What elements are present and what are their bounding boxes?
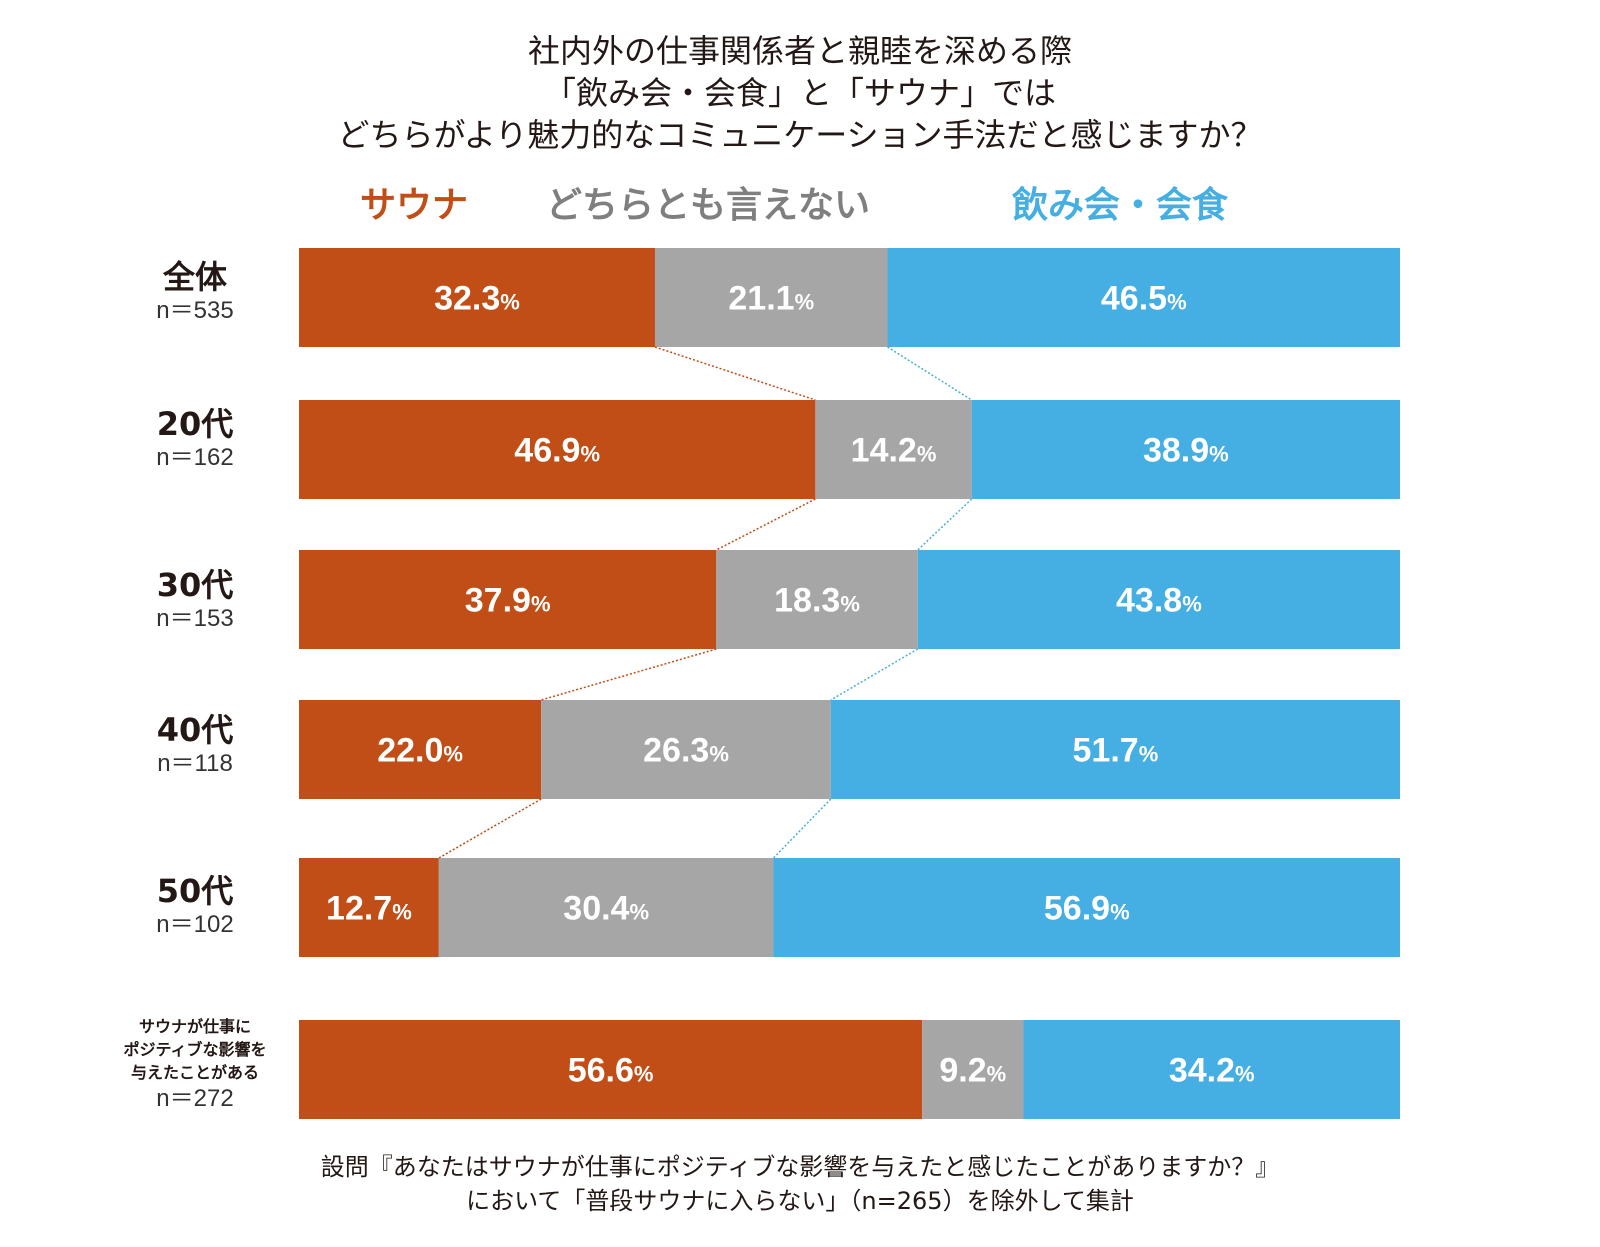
row-label-positive-impact: サウナが仕事に ポジティブな影響を 与えたことがある n＝272 bbox=[95, 1015, 295, 1114]
connector-line-all-drinking bbox=[887, 346, 973, 401]
bar-segment-positive-impact-drinking bbox=[1023, 1020, 1400, 1119]
row-label-20s: 20代 n＝162 bbox=[95, 405, 295, 473]
bar-segment-all-neutral bbox=[654, 248, 888, 347]
data-label-30s-neutral: 18.3% bbox=[774, 582, 860, 620]
legend-sauna: サウナ bbox=[360, 185, 469, 226]
data-label-20s-neutral: 14.2% bbox=[851, 432, 937, 470]
data-label-50s-sauna: 12.7% bbox=[326, 890, 412, 928]
bar-segment-all-drinking bbox=[887, 248, 1400, 347]
connector-line-20s-drinking bbox=[917, 498, 973, 551]
bar-segment-20s-neutral bbox=[815, 400, 972, 499]
row-label-all: 全体 n＝535 bbox=[95, 258, 295, 326]
data-label-positive-impact-neutral: 9.2% bbox=[939, 1052, 1006, 1090]
data-label-40s-neutral: 26.3% bbox=[643, 732, 729, 770]
chart-title: 社内外の仕事関係者と親睦を深める際 「飲み会・会食」と「サウナ」では どちらがよ… bbox=[0, 30, 1600, 156]
connector-line-30s-drinking bbox=[830, 648, 919, 701]
bar-segment-30s-sauna bbox=[299, 550, 717, 649]
row-name-line: ポジティブな影響を bbox=[123, 1040, 267, 1059]
row-sample-size: n＝535 bbox=[156, 297, 234, 324]
data-label-30s-sauna: 37.9% bbox=[465, 582, 551, 620]
data-label-all-sauna: 32.3% bbox=[434, 280, 520, 318]
title-line-3: どちらがより魅力的なコミュニケーション手法だと感じますか？ bbox=[337, 116, 1263, 154]
row-name-line: 与えたことがある bbox=[130, 1063, 259, 1082]
bar-segment-50s-sauna bbox=[299, 858, 439, 957]
bar-segment-40s-drinking bbox=[830, 700, 1400, 799]
data-label-50s-drinking: 56.9% bbox=[1044, 890, 1130, 928]
data-label-40s-drinking: 51.7% bbox=[1073, 732, 1159, 770]
data-label-positive-impact-sauna: 56.6% bbox=[568, 1052, 654, 1090]
row-sample-size: n＝272 bbox=[156, 1085, 234, 1112]
row-label-30s: 30代 n＝153 bbox=[95, 566, 295, 634]
row-sample-size: n＝118 bbox=[157, 750, 233, 777]
row-name: 全体 bbox=[162, 258, 227, 296]
bar-segment-40s-sauna bbox=[299, 700, 542, 799]
data-label-20s-drinking: 38.9% bbox=[1143, 432, 1229, 470]
bar-segment-positive-impact-sauna bbox=[299, 1020, 923, 1119]
bar-segment-positive-impact-neutral bbox=[922, 1020, 1024, 1119]
data-label-50s-neutral: 30.4% bbox=[563, 890, 649, 928]
data-label-all-drinking: 46.5% bbox=[1101, 280, 1187, 318]
bar-segment-all-sauna bbox=[299, 248, 655, 347]
row-name: 50代 bbox=[156, 872, 234, 910]
row-name-line: サウナが仕事に bbox=[138, 1017, 251, 1036]
row-label-50s: 50代 n＝102 bbox=[95, 872, 295, 940]
row-label-40s: 40代 n＝118 bbox=[95, 711, 295, 779]
row-name: 20代 bbox=[156, 405, 234, 443]
title-line-1: 社内外の仕事関係者と親睦を深める際 bbox=[527, 32, 1072, 70]
row-sample-size: n＝102 bbox=[156, 911, 234, 938]
legend-drinking: 飲み会・会食 bbox=[1012, 185, 1229, 226]
legend-neutral: どちらとも言えない bbox=[546, 185, 871, 226]
row-sample-size: n＝162 bbox=[156, 444, 234, 471]
footnote-line-1: 設問『あなたはサウナが仕事にポジティブな影響を与えたと感じたことがありますか？』 bbox=[320, 1153, 1280, 1181]
footnote: 設問『あなたはサウナが仕事にポジティブな影響を与えたと感じたことがありますか？』… bbox=[0, 1150, 1600, 1218]
data-label-40s-sauna: 22.0% bbox=[377, 732, 463, 770]
bar-segment-30s-drinking bbox=[917, 550, 1400, 649]
bar-segment-50s-neutral bbox=[438, 858, 774, 957]
connector-line-40s-sauna bbox=[438, 798, 542, 859]
connector-line-20s-sauna bbox=[715, 498, 816, 551]
row-name: 30代 bbox=[156, 566, 234, 604]
bar-segment-20s-sauna bbox=[299, 400, 816, 499]
connector-line-40s-drinking bbox=[772, 798, 832, 859]
data-label-20s-sauna: 46.9% bbox=[514, 432, 600, 470]
bar-segment-20s-drinking bbox=[971, 400, 1400, 499]
connector-line-all-sauna bbox=[654, 346, 816, 401]
bar-segment-40s-neutral bbox=[541, 700, 831, 799]
bar-segment-50s-drinking bbox=[773, 858, 1400, 957]
footnote-line-2: において「普段サウナに入らない」（n=265）を除外して集計 bbox=[466, 1187, 1134, 1215]
data-label-30s-drinking: 43.8% bbox=[1116, 582, 1202, 620]
title-line-2: 「飲み会・会食」と「サウナ」では bbox=[543, 74, 1056, 112]
data-label-positive-impact-drinking: 34.2% bbox=[1169, 1052, 1255, 1090]
data-label-all-neutral: 21.1% bbox=[728, 280, 814, 318]
connector-line-30s-sauna bbox=[541, 648, 717, 701]
bar-segment-30s-neutral bbox=[716, 550, 918, 649]
row-name: 40代 bbox=[156, 711, 234, 749]
row-sample-size: n＝153 bbox=[156, 605, 234, 632]
